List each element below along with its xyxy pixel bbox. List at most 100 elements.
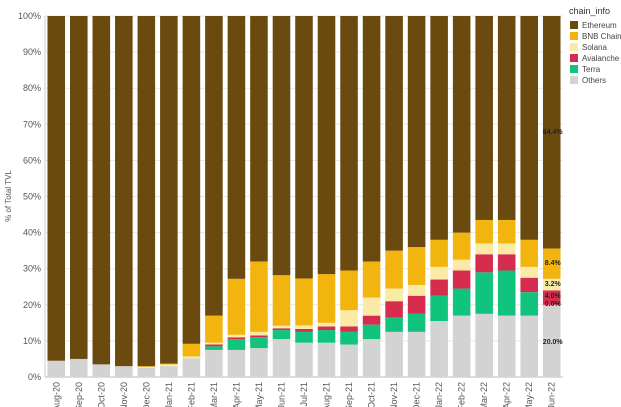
bar-segment-avalanche: [430, 279, 448, 296]
bar-segment-avalanche: [340, 326, 358, 332]
bar-segment-others: [385, 331, 403, 377]
bar-segment-solana: [250, 331, 268, 336]
x-tick-label: Jun-21: [276, 382, 286, 407]
legend-item: Avalanche: [582, 54, 620, 63]
bar-segment-ethereum: [362, 16, 381, 262]
data-label: 3.2%: [545, 281, 562, 288]
bar-segment-terra: [272, 330, 291, 340]
bar-segment-ethereum: [452, 16, 471, 233]
bar-segment-ethereum: [69, 16, 88, 359]
bar-segment-solana: [407, 284, 426, 296]
bar-segment-others: [160, 366, 178, 377]
bar-segment-ethereum: [317, 16, 336, 275]
bar-segment-ethereum: [205, 16, 223, 316]
bar-segment-avalanche: [407, 295, 426, 314]
bar-segment-terra: [430, 295, 448, 322]
bar-segment-ethereum: [137, 16, 156, 367]
x-tick-label: May-22: [524, 382, 534, 407]
bar-segment-bnb-chain: [137, 366, 156, 367]
bar-segment-others: [250, 348, 268, 377]
bar-segment-terra: [497, 270, 516, 316]
x-tick-label: Apr-21: [231, 382, 241, 407]
x-tick-label: Mar-21: [209, 382, 219, 407]
bar-segment-terra: [452, 288, 471, 316]
legend-item: Terra: [582, 65, 601, 74]
bar-segment-bnb-chain: [272, 275, 291, 326]
bar-segment-bnb-chain: [452, 232, 471, 260]
bar-segment-solana: [362, 297, 381, 316]
bar-segment-others: [407, 331, 426, 377]
bar-segment-terra: [227, 339, 246, 350]
bar-segment-others: [272, 339, 291, 377]
bar-segment-solana: [317, 322, 336, 327]
bar-segment-bnb-chain: [407, 247, 426, 285]
bar-segment-others: [452, 315, 471, 377]
legend-swatch: [570, 76, 578, 84]
x-tick-label: Dec-20: [141, 382, 151, 407]
x-tick-label: Sep-20: [74, 382, 84, 407]
bar-segment-ethereum: [497, 16, 516, 220]
bar-segment-bnb-chain: [295, 278, 313, 326]
bar-segment-solana: [340, 310, 358, 327]
bar-segment-solana: [520, 266, 539, 278]
bar-segment-terra: [407, 313, 426, 332]
bar-segment-avalanche: [452, 270, 471, 289]
bar-segment-bnb-chain: [475, 219, 493, 244]
y-tick-label: 60%: [23, 155, 41, 165]
bar-segment-ethereum: [430, 16, 448, 240]
bar-segment-ethereum: [542, 16, 561, 249]
bar-segment-terra: [250, 337, 268, 349]
bar-segment-others: [182, 358, 201, 377]
y-tick-label: 10%: [23, 336, 41, 346]
legend-swatch: [570, 65, 578, 73]
bar-segment-ethereum: [340, 16, 358, 271]
legend-item: Others: [582, 76, 606, 85]
bar-segment-avalanche: [317, 326, 336, 331]
bar-segment-terra: [475, 272, 493, 314]
bar-segment-avalanche: [205, 344, 223, 347]
bar-segment-bnb-chain: [520, 239, 539, 267]
x-tick-label: Jun-22: [547, 382, 557, 407]
bar-segment-others: [542, 304, 561, 377]
bar-segment-others: [47, 360, 66, 377]
bar-segment-avalanche: [385, 301, 403, 318]
bar-segment-ethereum: [182, 16, 201, 344]
bar-segment-terra: [385, 317, 403, 332]
bar-segment-others: [295, 342, 313, 377]
bar-segment-solana: [272, 325, 291, 329]
bar-segment-others: [475, 313, 493, 377]
legend-swatch: [570, 21, 578, 29]
x-tick-label: Feb-21: [186, 382, 196, 407]
bar-segment-bnb-chain: [385, 250, 403, 289]
bar-segment-avalanche: [227, 337, 246, 340]
x-tick-label: Nov-21: [389, 382, 399, 407]
data-label: 0.0%: [545, 301, 562, 308]
bar-segment-others: [115, 366, 133, 377]
bar-segment-terra: [340, 331, 358, 345]
bar-segment-terra: [520, 292, 539, 316]
bar-segment-others: [317, 342, 336, 377]
bar-segment-terra: [205, 346, 223, 350]
data-labels: 64.4% 8.4% 3.2% 4.0%0.0% 20.0%: [543, 129, 564, 346]
bar-segment-terra: [362, 324, 381, 340]
bar-segment-avalanche: [475, 254, 493, 273]
x-tick-label: Jan-21: [164, 382, 174, 407]
bar-segment-bnb-chain: [542, 248, 561, 279]
y-tick-label: 50%: [23, 192, 41, 202]
bar-segment-ethereum: [407, 16, 426, 248]
x-tick-label: Aug-20: [51, 382, 61, 407]
bar-segment-others: [362, 339, 381, 377]
bar-segment-avalanche: [362, 315, 381, 325]
x-tick-label: Sep-21: [344, 382, 354, 407]
bar-segment-avalanche: [497, 254, 516, 271]
x-tick-label: Jan-22: [434, 382, 444, 407]
axes: % of Total TVL 0% 10% 20% 30% 40% 50% 60% 70% 80…: [4, 11, 557, 407]
data-label: 8.4%: [545, 260, 562, 267]
bar-segment-ethereum: [272, 16, 291, 276]
x-tick-label: Jul-21: [299, 382, 309, 407]
x-tick-label: Dec-21: [412, 382, 422, 407]
legend: chain_info Ethereum BNB Chain Solana Avalan…: [569, 6, 621, 85]
x-tick-label: May-21: [254, 382, 264, 407]
y-tick-label: 0%: [28, 372, 41, 382]
